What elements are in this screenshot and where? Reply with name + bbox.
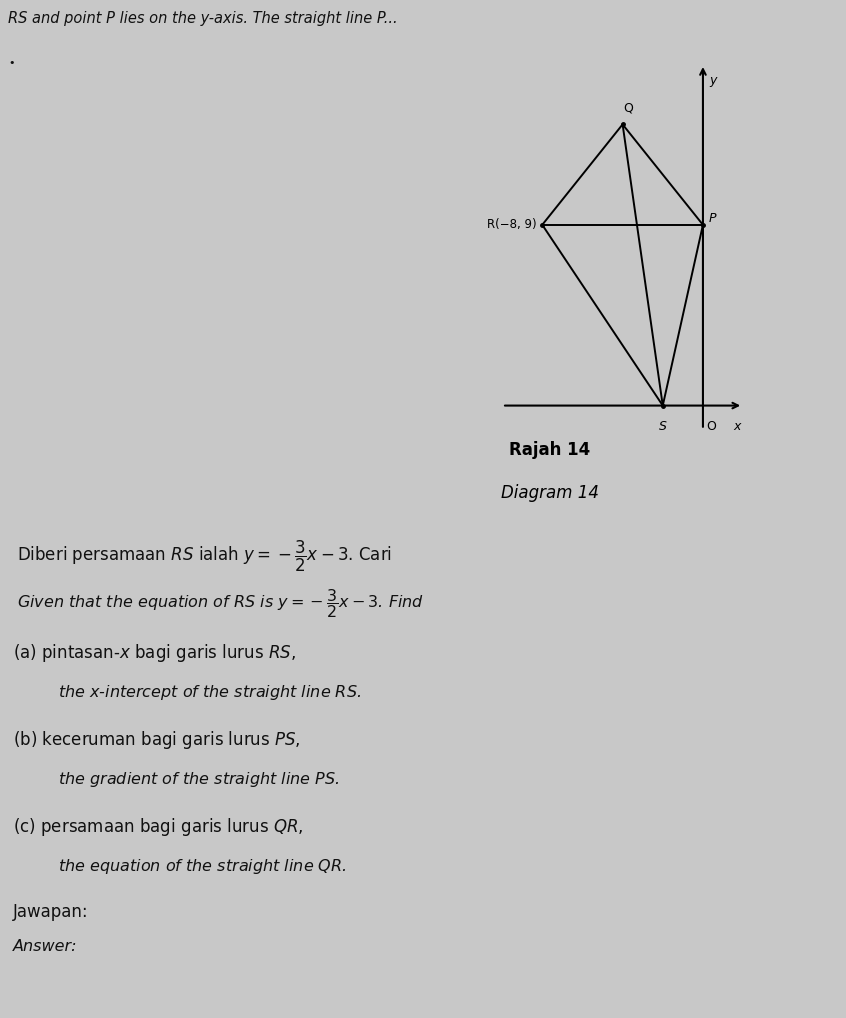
Text: (b) keceruman bagi garis lurus $PS$,: (b) keceruman bagi garis lurus $PS$,	[13, 729, 300, 751]
Text: S: S	[659, 419, 667, 433]
Text: Diberi persamaan $RS$ ialah $y = -\dfrac{3}{2}x - 3$. Cari: Diberi persamaan $RS$ ialah $y = -\dfrac…	[17, 539, 392, 574]
Text: Rajah 14: Rajah 14	[509, 442, 591, 459]
Text: P: P	[709, 213, 717, 225]
Text: R(−8, 9): R(−8, 9)	[486, 218, 536, 231]
Text: Answer:: Answer:	[13, 939, 77, 954]
Text: Q: Q	[624, 102, 634, 114]
Text: the $x$-intercept of the straight line $RS$.: the $x$-intercept of the straight line $…	[58, 683, 361, 701]
Text: Given that the equation of $RS$ is $y = -\dfrac{3}{2}x - 3$. Find: Given that the equation of $RS$ is $y = …	[17, 587, 424, 620]
Text: the gradient of the straight line $PS$.: the gradient of the straight line $PS$.	[58, 770, 340, 789]
Text: (c) persamaan bagi garis lurus $QR$,: (c) persamaan bagi garis lurus $QR$,	[13, 816, 303, 838]
Text: RS and point P lies on the y-axis. The straight line P...: RS and point P lies on the y-axis. The s…	[8, 11, 398, 25]
Text: O: O	[706, 419, 716, 433]
Text: the equation of the straight line $QR$.: the equation of the straight line $QR$.	[58, 857, 347, 875]
Text: (a) pintasan-$x$ bagi garis lurus $RS$,: (a) pintasan-$x$ bagi garis lurus $RS$,	[13, 642, 295, 664]
Text: •: •	[8, 58, 15, 68]
Text: x: x	[733, 419, 741, 433]
Text: y: y	[709, 74, 717, 88]
Text: Jawapan:: Jawapan:	[13, 903, 88, 921]
Text: Diagram 14: Diagram 14	[501, 485, 599, 502]
